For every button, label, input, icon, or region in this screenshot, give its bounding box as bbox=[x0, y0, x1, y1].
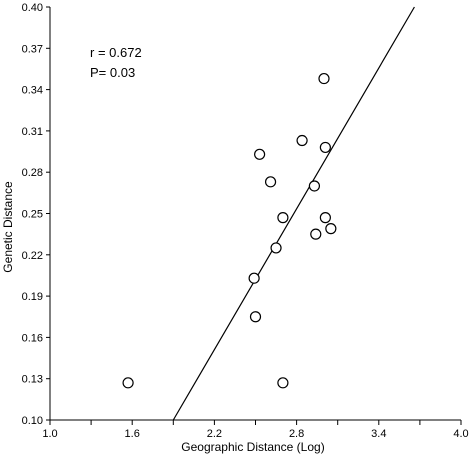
y-tick-label: 0.25 bbox=[22, 209, 43, 221]
data-point bbox=[296, 134, 308, 147]
y-tick-label: 0.19 bbox=[22, 291, 43, 303]
y-tick-label: 0.16 bbox=[22, 332, 43, 344]
x-tick-label: 3.4 bbox=[371, 428, 386, 440]
data-point bbox=[270, 242, 282, 254]
data-point bbox=[122, 377, 134, 389]
y-tick-label: 0.22 bbox=[22, 250, 43, 262]
y-axis-title: Genetic Distance bbox=[1, 181, 15, 273]
data-point bbox=[248, 272, 260, 284]
x-tick-label: 1.6 bbox=[125, 428, 140, 440]
data-point bbox=[319, 141, 331, 154]
p-value-label: P= 0.03 bbox=[90, 65, 135, 80]
data-point bbox=[277, 377, 289, 389]
y-tick-label: 0.34 bbox=[22, 85, 43, 97]
y-tick-label: 0.13 bbox=[22, 374, 43, 386]
x-tick-label: 4.0 bbox=[453, 428, 468, 440]
regression-line bbox=[172, 6, 415, 421]
data-point bbox=[264, 176, 277, 188]
data-point bbox=[318, 72, 330, 85]
x-axis-ticks: 1.0 1.6 2.2 2.8 3.4 4.0 bbox=[42, 420, 469, 440]
data-point bbox=[308, 180, 321, 192]
y-tick-label: 0.40 bbox=[22, 2, 43, 14]
data-point bbox=[319, 212, 331, 224]
data-point bbox=[249, 311, 262, 323]
x-axis-title: Geographic Distance (Log) bbox=[181, 440, 324, 454]
data-point bbox=[310, 228, 322, 240]
data-point bbox=[277, 212, 289, 224]
x-tick-label: 2.2 bbox=[207, 428, 222, 440]
y-tick-label: 0.31 bbox=[22, 126, 43, 138]
y-tick-label: 0.10 bbox=[22, 415, 43, 427]
y-axis-ticks: 0.10 0.13 0.16 0.19 0.22 0.25 0.28 0.31 0.34 0.37… bbox=[22, 2, 50, 427]
data-points bbox=[122, 72, 337, 389]
data-point bbox=[325, 223, 337, 235]
correlation-r-label: r = 0.672 bbox=[90, 45, 142, 60]
x-tick-label: 2.8 bbox=[289, 428, 304, 440]
regression-line-group bbox=[172, 6, 415, 421]
x-tick-label: 1.0 bbox=[42, 428, 57, 440]
data-point bbox=[254, 148, 266, 160]
y-tick-label: 0.28 bbox=[22, 167, 43, 179]
y-tick-label: 0.37 bbox=[22, 43, 43, 55]
